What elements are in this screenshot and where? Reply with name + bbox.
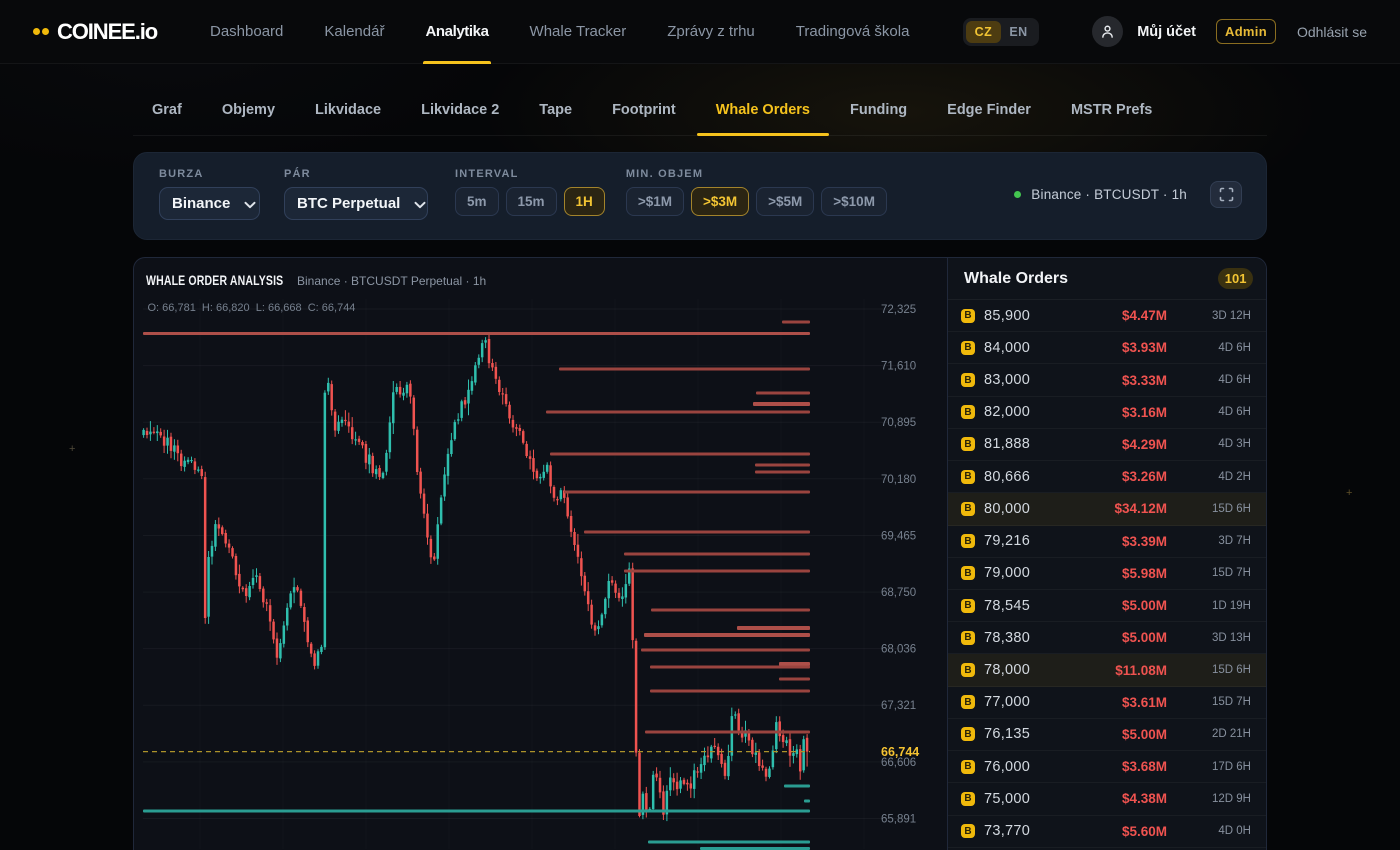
- svg-text:65,891: 65,891: [881, 814, 916, 826]
- svg-text:68,036: 68,036: [881, 644, 916, 656]
- svg-text:66,606: 66,606: [881, 757, 916, 769]
- svg-text:70,895: 70,895: [881, 417, 916, 429]
- svg-text:66,744: 66,744: [881, 745, 919, 759]
- svg-text:69,465: 69,465: [881, 531, 916, 543]
- svg-text:68,750: 68,750: [881, 587, 916, 599]
- svg-text:O: 66,781 H: 66,820 L: 66,66: O: 66,781 H: 66,820 L: 66,668 C: 66,744: [148, 302, 356, 314]
- svg-text:67,321: 67,321: [881, 700, 916, 712]
- svg-text:72,325: 72,325: [881, 304, 916, 316]
- svg-text:70,180: 70,180: [881, 474, 916, 486]
- svg-text:71,610: 71,610: [881, 361, 916, 373]
